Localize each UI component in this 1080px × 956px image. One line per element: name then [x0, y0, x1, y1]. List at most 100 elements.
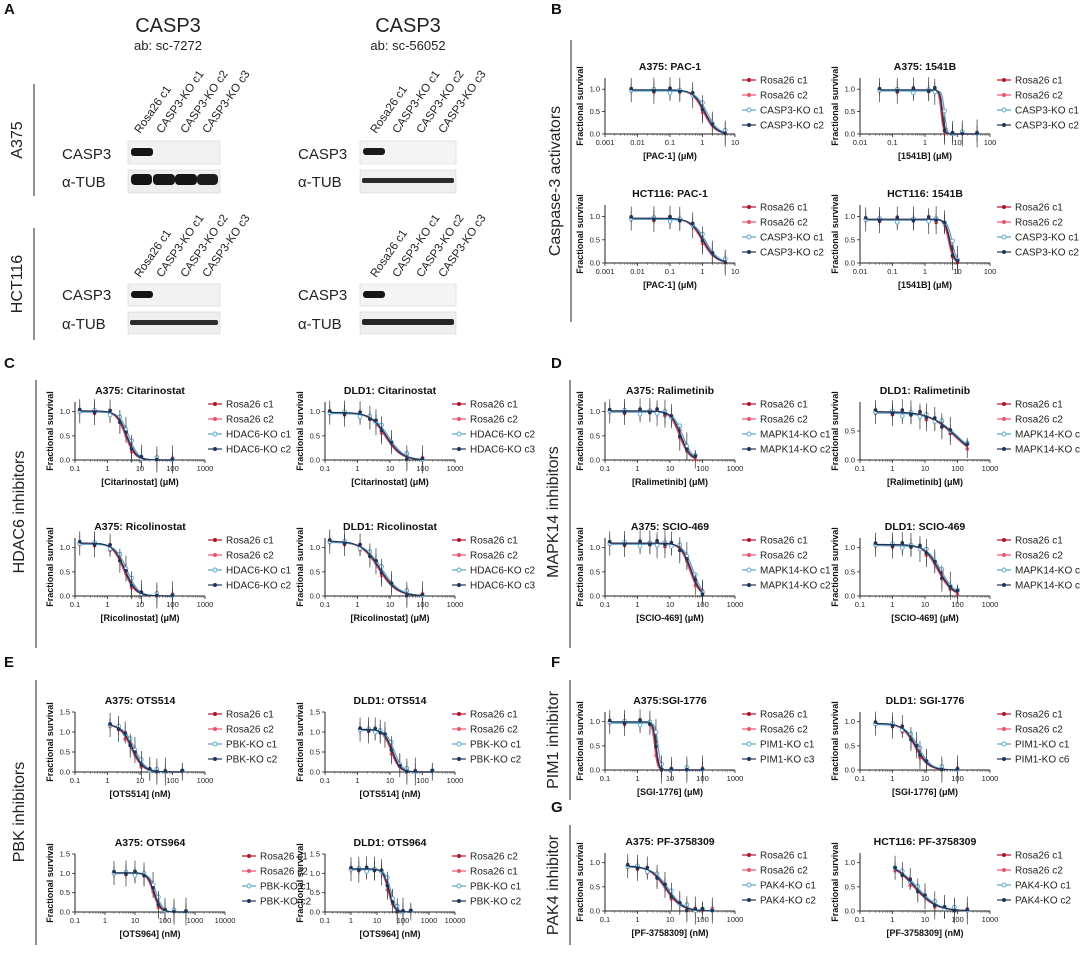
legend-label: Rosa26 c2 [760, 91, 808, 102]
data-point [648, 722, 652, 726]
data-point [926, 218, 932, 224]
data-point [654, 744, 658, 749]
legend-marker [1001, 741, 1007, 747]
panel-letter-d: D [551, 355, 562, 372]
x-tick-label: 1000 [197, 464, 214, 473]
y-tick-label: 0.5 [590, 431, 600, 440]
x-tick-label: 10000 [445, 916, 466, 925]
legend-label: CASP3-KO c2 [1015, 248, 1079, 259]
legend-marker [1002, 853, 1006, 857]
fit-curve [875, 543, 958, 594]
data-point [374, 418, 378, 423]
y-axis-label: Fractional survival [295, 391, 305, 471]
data-point [390, 900, 395, 904]
data-point [924, 415, 929, 420]
legend-marker [1002, 757, 1006, 761]
legend-marker [1002, 417, 1006, 421]
data-point [379, 868, 384, 872]
data-point [918, 409, 922, 414]
x-tick-label: 1 [105, 776, 109, 785]
legend-label: Rosa26 c1 [1015, 400, 1063, 411]
legend-marker [747, 123, 751, 127]
legend-label: PIM1-KO c3 [760, 755, 815, 766]
data-point [142, 873, 146, 878]
data-point [877, 218, 882, 222]
y-axis-label: Fractional survival [295, 702, 305, 782]
y-tick-label: 0.5 [310, 888, 320, 897]
data-point [909, 737, 913, 742]
y-tick-label: 1.5 [60, 708, 70, 717]
data-point [915, 889, 920, 894]
y-tick-label: 1.0 [590, 717, 600, 726]
legend-label: PIM1-KO c1 [1015, 740, 1070, 751]
x-tick-label: 0.1 [600, 600, 610, 609]
legend-marker [747, 583, 751, 587]
data-point [92, 410, 97, 414]
y-tick-label: 1.5 [310, 850, 320, 859]
legend-label: CASP3-KO c1 [1015, 233, 1079, 244]
y-tick-label: 0.0 [310, 908, 320, 917]
data-point [940, 576, 944, 580]
fit-curve [875, 544, 958, 594]
data-point [405, 457, 409, 462]
fit-curve [609, 411, 696, 458]
data-point [914, 743, 919, 748]
y-tick-label: 0.0 [845, 130, 855, 139]
y-tick-label: 0.0 [590, 259, 600, 268]
protein-label-casp3: CASP3 [62, 146, 111, 163]
data-point [950, 253, 955, 258]
y-tick-label: 0.0 [60, 456, 70, 465]
data-point [710, 908, 715, 913]
y-axis-label: Fractional survival [830, 391, 840, 471]
legend-marker [1001, 882, 1007, 888]
data-point [364, 869, 370, 874]
y-tick-label: 0.0 [60, 768, 70, 777]
x-tick-label: 100 [984, 267, 997, 276]
data-point [327, 409, 332, 413]
legend-label: PAK4-KO c2 [760, 896, 816, 907]
data-point [607, 539, 612, 544]
x-tick-label: 0.1 [855, 774, 865, 783]
legend-marker [457, 757, 461, 761]
data-point [942, 220, 947, 225]
data-point [413, 769, 418, 773]
legend-label: HDAC6-KO c3 [470, 445, 535, 456]
x-tick-label: 10000 [215, 916, 236, 925]
legend-marker [746, 741, 752, 747]
data-point [677, 218, 682, 223]
legend-marker [747, 868, 751, 872]
data-point [663, 542, 667, 547]
data-point [420, 592, 425, 597]
y-axis-label: Fractional survival [575, 527, 585, 607]
legend-label: Rosa26 c1 [470, 536, 518, 547]
y-tick-label: 1.0 [590, 85, 600, 94]
legend-label: Rosa26 c2 [260, 867, 308, 878]
x-tick-label: 10 [136, 464, 144, 473]
data-point [129, 583, 134, 588]
blot-hct116-sc56052: Rosa26 c1 CASP3-KO c1 CASP3-KO c2 CASP3-… [298, 213, 489, 335]
legend-label: CASP3-KO c1 [1015, 106, 1079, 117]
legend-label: Rosa26 c2 [760, 415, 808, 426]
group-label-pim1: PIM1 inhibitor [545, 680, 571, 800]
x-tick-label: 1000 [187, 916, 204, 925]
data-point [118, 558, 122, 563]
legend-marker [1002, 583, 1006, 587]
data-point [932, 559, 937, 564]
data-point [975, 131, 979, 135]
dose-response-chart: HCT116: PF-3758309 0.0 0.5 1.0 0.1 1 10 100 1000… [830, 836, 1071, 938]
data-point [948, 428, 953, 432]
legend-label: MAPK14-KO c2 [760, 581, 831, 592]
y-tick-label: 0.0 [310, 768, 320, 777]
y-tick-label: 1.0 [310, 543, 320, 552]
data-point [940, 767, 944, 772]
x-axis-label: [Ralimetinib] (μM) [887, 477, 963, 487]
x-axis-label: [Citarinostat] (μM) [101, 477, 179, 487]
data-point [368, 554, 372, 559]
data-point [622, 410, 627, 414]
data-point [955, 588, 960, 593]
chart-title: A375: PF-3758309 [625, 836, 714, 848]
legend-marker [213, 447, 217, 451]
panel-letter-b: B [551, 1, 562, 18]
legend-marker [457, 869, 461, 873]
